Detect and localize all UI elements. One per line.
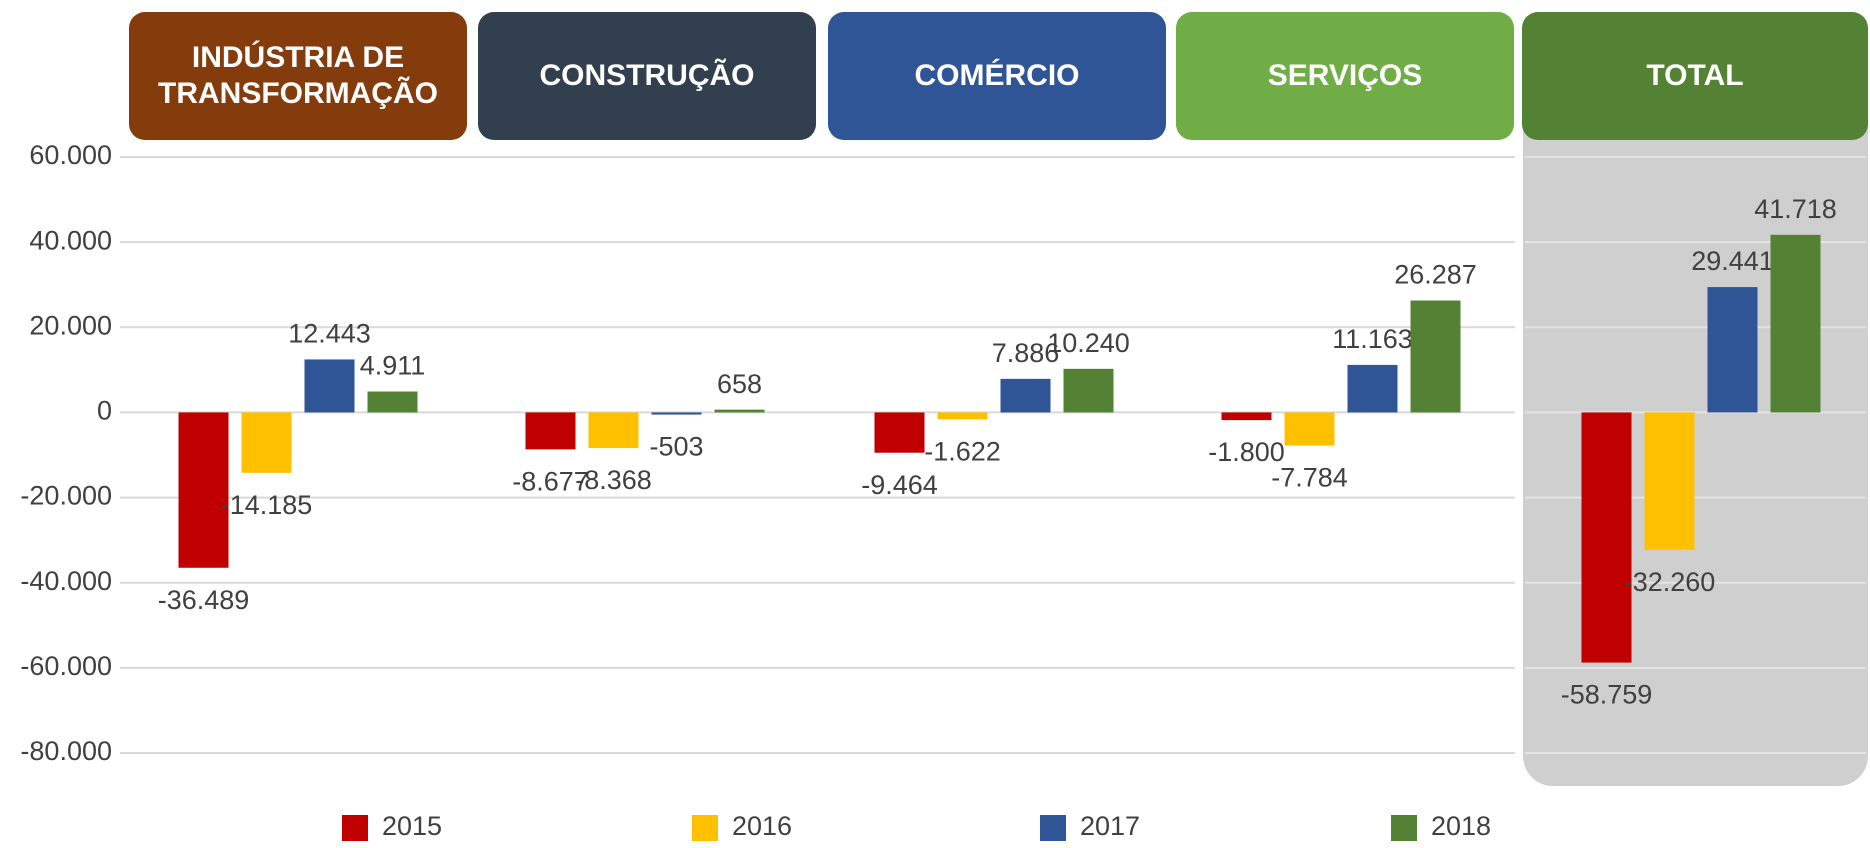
- legend-label: 2015: [382, 811, 442, 841]
- legend-label: 2018: [1431, 811, 1491, 841]
- y-tick-label: 0: [97, 396, 112, 426]
- bar: [1411, 301, 1461, 413]
- value-label: -503: [649, 432, 703, 462]
- value-label: 11.163: [1332, 324, 1413, 354]
- value-label: -36.489: [158, 585, 250, 615]
- bar: [1348, 365, 1398, 413]
- value-label: 29.441: [1691, 246, 1774, 276]
- bar: [1582, 412, 1632, 662]
- bar: [1708, 287, 1758, 412]
- value-label: 41.718: [1754, 194, 1837, 224]
- bar: [1771, 235, 1821, 413]
- bar: [1064, 369, 1114, 413]
- bar: [589, 412, 639, 448]
- y-tick-label: 60.000: [29, 140, 112, 170]
- legend-swatch: [1040, 815, 1066, 841]
- value-label: 658: [717, 369, 762, 399]
- bar: [526, 412, 576, 449]
- page: -80.000 -60.000 -40.000 -20.000 0 20.000 40.00…: [0, 0, 1870, 848]
- legend-swatch: [342, 815, 368, 841]
- legend-label: 2016: [732, 811, 792, 841]
- bar: [875, 412, 925, 452]
- category-header: INDÚSTRIA DE TRANSFORMAÇÃO: [129, 12, 467, 140]
- category-header: CONSTRUÇÃO: [478, 12, 816, 140]
- bar: [715, 410, 765, 413]
- legend-swatch: [1391, 815, 1417, 841]
- value-label: -7.784: [1271, 463, 1348, 493]
- category-header: SERVIÇOS: [1176, 12, 1514, 140]
- y-tick-label: -60.000: [20, 651, 112, 681]
- y-tick-label: 20.000: [29, 310, 112, 340]
- y-tick-label: -20.000: [20, 481, 112, 511]
- value-label: -1.622: [924, 436, 1001, 466]
- category-header: TOTAL: [1522, 12, 1868, 140]
- bar: [368, 392, 418, 413]
- bar: [305, 359, 355, 412]
- bar: [1285, 412, 1335, 445]
- value-label: 12.443: [288, 319, 371, 349]
- y-tick-label: -40.000: [20, 566, 112, 596]
- bar: [938, 412, 988, 419]
- value-label: -32.260: [1624, 567, 1716, 597]
- legend-swatch: [692, 815, 718, 841]
- value-label: -58.759: [1561, 680, 1653, 710]
- bar: [1645, 412, 1695, 549]
- bar: [1222, 412, 1272, 420]
- bar: [652, 412, 702, 414]
- y-tick-label: -80.000: [20, 736, 112, 766]
- value-label: -9.464: [861, 470, 938, 500]
- value-label: -8.368: [575, 465, 652, 495]
- category-header: COMÉRCIO: [828, 12, 1166, 140]
- value-label: -14.185: [221, 490, 313, 520]
- value-label: 10.240: [1047, 328, 1130, 358]
- bar: [242, 412, 292, 472]
- value-label: 26.287: [1394, 260, 1477, 290]
- value-label: 4.911: [360, 351, 426, 381]
- bar: [1001, 379, 1051, 413]
- y-tick-label: 40.000: [29, 225, 112, 255]
- legend-label: 2017: [1080, 811, 1140, 841]
